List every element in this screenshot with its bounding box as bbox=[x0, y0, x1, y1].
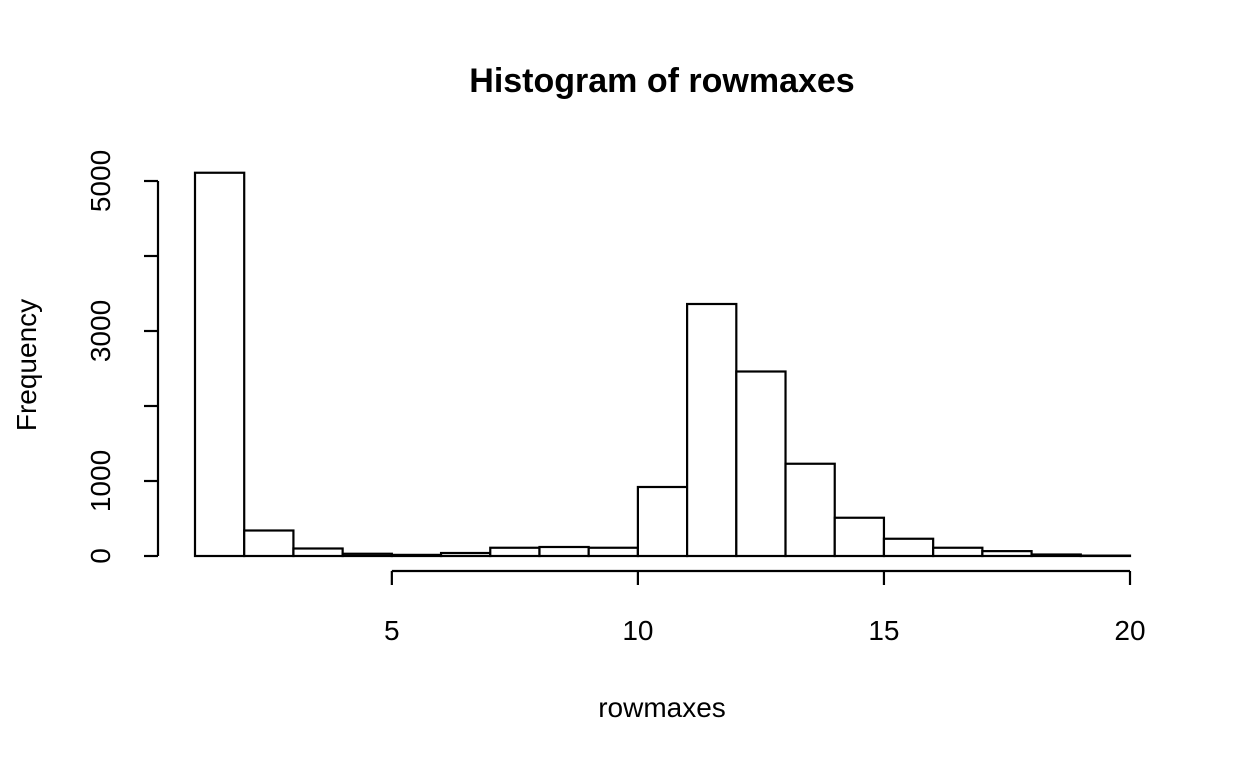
histogram-bar bbox=[243, 529, 295, 558]
x-tick-label: 5 bbox=[384, 615, 400, 646]
x-tick-label: 10 bbox=[622, 615, 653, 646]
y-tick-label: 1000 bbox=[85, 450, 116, 512]
histogram-bar bbox=[341, 552, 393, 558]
histogram-bar bbox=[882, 537, 935, 558]
histogram-bar bbox=[981, 550, 1033, 558]
y-axis-label: Frequency bbox=[11, 299, 42, 431]
histogram-bar bbox=[390, 553, 443, 558]
histogram-bar bbox=[292, 547, 344, 558]
histogram-bar bbox=[489, 546, 541, 558]
y-axis: 0 1000 3000 5000 bbox=[85, 150, 160, 564]
y-tick-label: 5000 bbox=[85, 150, 116, 212]
histogram-bar bbox=[193, 171, 246, 558]
histogram-bar bbox=[538, 545, 590, 558]
x-axis: 5 10 15 20 bbox=[384, 569, 1146, 646]
histogram-bar bbox=[439, 551, 492, 558]
histogram-bar bbox=[587, 546, 639, 558]
histogram-bar bbox=[636, 485, 689, 558]
x-tick-label: 20 bbox=[1114, 615, 1145, 646]
histogram-bars bbox=[193, 171, 1132, 558]
y-tick-label: 3000 bbox=[85, 300, 116, 362]
histogram-bar bbox=[686, 302, 738, 558]
histogram-bar bbox=[735, 370, 787, 558]
histogram-bar bbox=[1030, 553, 1082, 558]
histogram-bar bbox=[833, 516, 886, 558]
y-tick-label: 0 bbox=[85, 548, 116, 564]
x-tick-label: 15 bbox=[868, 615, 899, 646]
chart-title: Histogram of rowmaxes bbox=[469, 62, 854, 100]
histogram-bar bbox=[932, 546, 984, 558]
histogram-bar bbox=[784, 462, 836, 558]
x-axis-label: rowmaxes bbox=[598, 692, 726, 723]
